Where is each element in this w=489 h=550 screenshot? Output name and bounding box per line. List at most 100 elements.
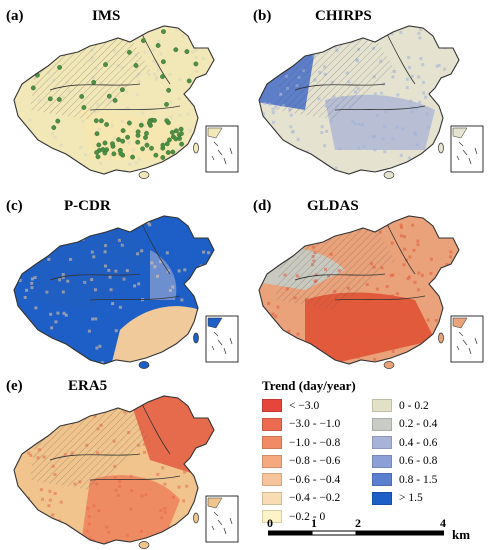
station-dot bbox=[130, 154, 136, 160]
station-dot bbox=[106, 93, 112, 99]
panel-title: ERA5 bbox=[68, 378, 108, 394]
station-dot bbox=[160, 59, 166, 65]
legend-item: < −3.0 bbox=[262, 398, 319, 413]
station-dot bbox=[153, 152, 159, 158]
station-dot bbox=[104, 122, 110, 127]
station-dot bbox=[95, 154, 101, 160]
station-dot bbox=[126, 120, 132, 126]
hainan-island bbox=[383, 361, 395, 369]
legend-item: −3.0 - −1.0 bbox=[262, 417, 340, 432]
map-ims bbox=[13, 25, 239, 179]
legend-title: Trend (day/year) bbox=[262, 378, 356, 393]
station-dot bbox=[169, 129, 175, 135]
panel-label: (d) bbox=[253, 198, 272, 214]
legend-item: −0.2 - 0 bbox=[262, 509, 325, 524]
station-dot bbox=[186, 78, 192, 84]
station-dot bbox=[94, 149, 100, 155]
legend-swatch bbox=[372, 417, 392, 431]
country-outline bbox=[13, 25, 215, 175]
panel-title: P-CDR bbox=[64, 198, 111, 214]
scale-unit: km bbox=[452, 527, 471, 542]
panel-title: GLDAS bbox=[307, 198, 359, 214]
south-china-sea-inset bbox=[205, 495, 239, 543]
legend-swatch bbox=[372, 491, 392, 505]
legend-label: 0.4 - 0.6 bbox=[399, 436, 438, 449]
panel-label: (a) bbox=[6, 8, 24, 24]
station-dot bbox=[169, 157, 175, 163]
station-dot bbox=[81, 105, 87, 110]
station-dot bbox=[100, 147, 106, 152]
legend-item: 0.8 - 1.5 bbox=[372, 472, 437, 487]
station-dot bbox=[164, 102, 169, 107]
legend-item: −0.8 - −0.6 bbox=[262, 454, 340, 469]
station-dot bbox=[143, 135, 148, 140]
legend-item: 0 - 0.2 bbox=[372, 398, 429, 413]
station-dot bbox=[116, 137, 122, 143]
station-dot bbox=[176, 153, 182, 159]
station-dot bbox=[99, 118, 104, 124]
panel-chirps: (b) CHIRPS bbox=[245, 0, 489, 180]
station-dot bbox=[193, 61, 199, 67]
station-dot bbox=[140, 146, 146, 152]
station-dot bbox=[160, 142, 166, 148]
station-dot bbox=[28, 28, 34, 34]
station-dot bbox=[170, 149, 176, 155]
scale-tick: 1 bbox=[311, 516, 317, 530]
legend-item: 0.6 - 0.8 bbox=[372, 454, 437, 469]
station-dot bbox=[57, 65, 62, 70]
panel-label: (c) bbox=[6, 198, 23, 214]
station-dot bbox=[173, 128, 179, 134]
country-outline bbox=[258, 25, 460, 175]
legend-label: 0.2 - 0.4 bbox=[399, 418, 438, 430]
legend-label: −0.2 - 0 bbox=[289, 510, 326, 523]
legend-swatch bbox=[372, 399, 392, 412]
station-dot bbox=[173, 47, 179, 53]
station-dot bbox=[94, 131, 100, 137]
station-dot bbox=[93, 118, 99, 124]
station-dot bbox=[117, 148, 123, 154]
station-dot bbox=[138, 122, 144, 128]
station-dot bbox=[120, 87, 125, 93]
station-dot bbox=[79, 94, 85, 99]
legend-item: −1.0 - −0.8 bbox=[262, 435, 340, 450]
station-dot bbox=[178, 126, 184, 132]
station-dot bbox=[125, 134, 131, 140]
station-dot bbox=[184, 49, 190, 54]
hainan-island bbox=[383, 171, 395, 179]
legend-swatch bbox=[262, 510, 282, 523]
hainan-island bbox=[138, 361, 150, 369]
station-dot bbox=[110, 141, 115, 147]
scale-bar-graphic bbox=[268, 530, 444, 536]
taiwan-island bbox=[438, 142, 444, 154]
panel-pcdr: (c) P-CDR bbox=[0, 190, 245, 370]
station-dot bbox=[144, 142, 150, 148]
panel-era5: (e) ERA5 bbox=[0, 370, 245, 550]
legend-swatch bbox=[262, 399, 282, 412]
taiwan-island bbox=[193, 142, 199, 154]
south-china-sea-inset bbox=[205, 125, 239, 173]
station-dot bbox=[179, 141, 185, 147]
station-dot bbox=[160, 74, 165, 80]
panel-gldas: (d) GLDAS bbox=[245, 190, 489, 370]
station-dot bbox=[30, 85, 36, 91]
legend-label: −3.0 - −1.0 bbox=[289, 418, 341, 430]
station-dot bbox=[140, 38, 146, 43]
country-outline bbox=[258, 215, 460, 365]
station-dot bbox=[102, 140, 108, 146]
country-outline bbox=[13, 215, 215, 365]
station-dot bbox=[164, 141, 170, 147]
station-dot bbox=[160, 155, 166, 160]
station-dot bbox=[165, 150, 171, 155]
legend-label: −0.8 - −0.6 bbox=[289, 455, 341, 467]
panel-ims: (a) IMS bbox=[0, 0, 245, 180]
legend-label: 0.6 - 0.8 bbox=[399, 455, 438, 467]
legend-swatch bbox=[262, 473, 282, 486]
panel-label: (e) bbox=[6, 378, 23, 394]
panel-title: CHIRPS bbox=[315, 8, 372, 24]
legend-swatch bbox=[372, 436, 392, 449]
station-dot bbox=[147, 119, 153, 125]
south-china-sea-inset bbox=[450, 125, 484, 173]
legend-label: > 1.5 bbox=[399, 492, 423, 504]
legend-swatch bbox=[262, 491, 282, 505]
taiwan-island bbox=[438, 332, 444, 344]
